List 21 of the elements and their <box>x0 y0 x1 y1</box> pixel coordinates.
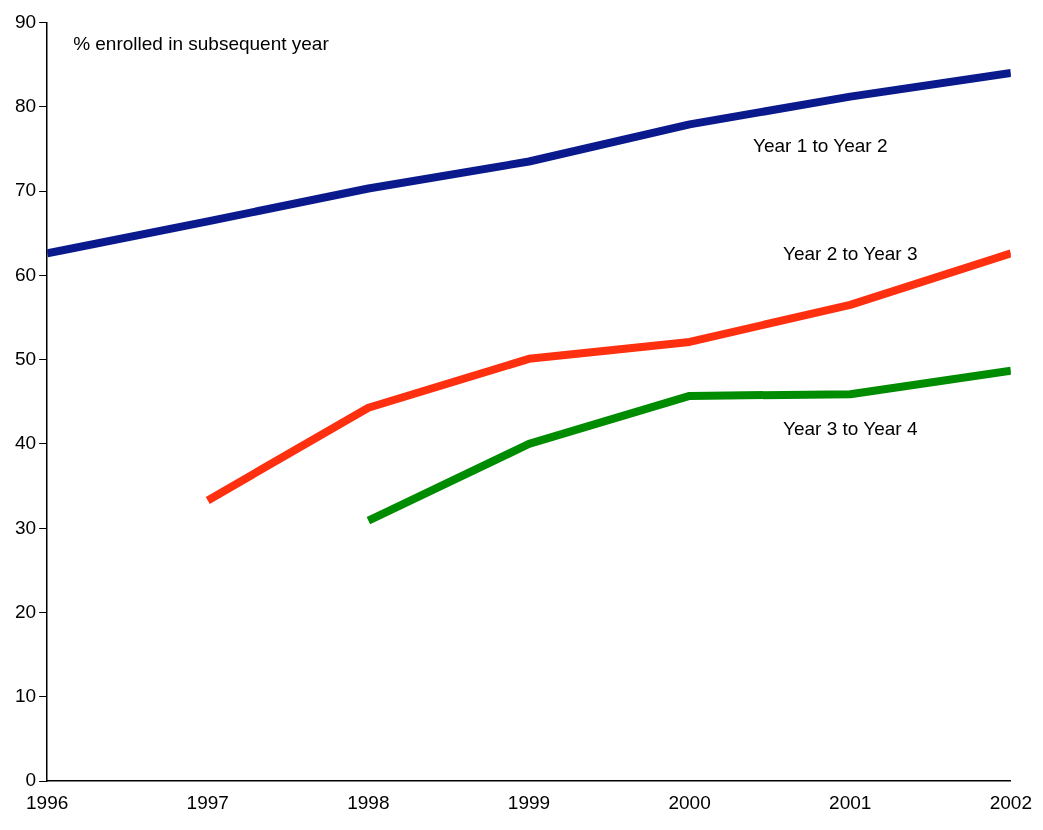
x-tick-label: 1998 <box>347 791 390 813</box>
y-tick-label: 50 <box>14 347 37 369</box>
y-tick-label: 0 <box>25 769 37 791</box>
y-tick-label: 30 <box>14 516 37 538</box>
x-tick-label: 2002 <box>989 791 1033 813</box>
x-tick-label: 1999 <box>507 791 551 813</box>
y-tick-label: 80 <box>14 94 37 116</box>
y-tick-label: 40 <box>14 432 37 454</box>
x-tick-label: 2001 <box>829 791 872 813</box>
series-label: Year 1 to Year 2 <box>752 134 888 156</box>
series-label: Year 3 to Year 4 <box>782 418 918 440</box>
y-tick-label: 60 <box>14 263 37 285</box>
y-tick-label: 10 <box>14 685 37 707</box>
x-tick-label: 2000 <box>668 791 711 813</box>
x-tick-label: 1996 <box>25 791 69 813</box>
x-tick-label: 1997 <box>186 791 229 813</box>
y-tick-label: 90 <box>14 10 37 32</box>
series-label: Year 2 to Year 3 <box>782 243 918 265</box>
y-tick-label: 20 <box>14 600 37 622</box>
y-tick-label: 70 <box>14 179 37 201</box>
y-axis-title: % enrolled in subsequent year <box>73 32 330 54</box>
